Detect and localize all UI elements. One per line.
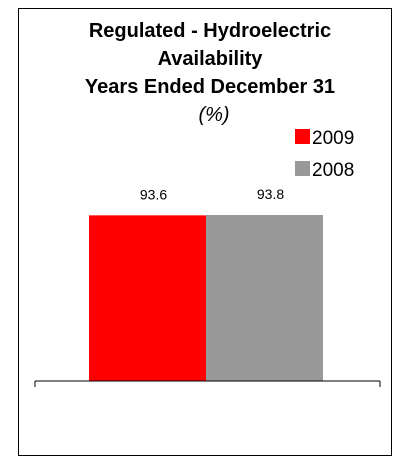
legend-label-2009: 2009 bbox=[312, 128, 354, 149]
legend-swatch-2009 bbox=[295, 129, 310, 144]
legend-label-2008: 2008 bbox=[312, 160, 354, 181]
data-label-group: 93.6 93.8 bbox=[140, 186, 284, 202]
chart-title: Regulated - Hydroelectric Availability Y… bbox=[85, 20, 335, 126]
chart-title-line-1: Regulated - Hydroelectric bbox=[89, 20, 331, 42]
legend-swatch-2008 bbox=[295, 161, 310, 176]
legend: 2009 2008 bbox=[295, 128, 354, 181]
bar-2009 bbox=[89, 215, 206, 381]
chart-title-line-2: Availability bbox=[158, 48, 264, 70]
bar-2008 bbox=[206, 215, 323, 381]
chart-title-line-3: Years Ended December 31 bbox=[85, 76, 335, 98]
bar-group bbox=[89, 215, 323, 381]
data-label-2008: 93.8 bbox=[257, 186, 284, 202]
data-label-2009: 93.6 bbox=[140, 186, 167, 202]
chart-subtitle: (%) bbox=[198, 104, 229, 126]
